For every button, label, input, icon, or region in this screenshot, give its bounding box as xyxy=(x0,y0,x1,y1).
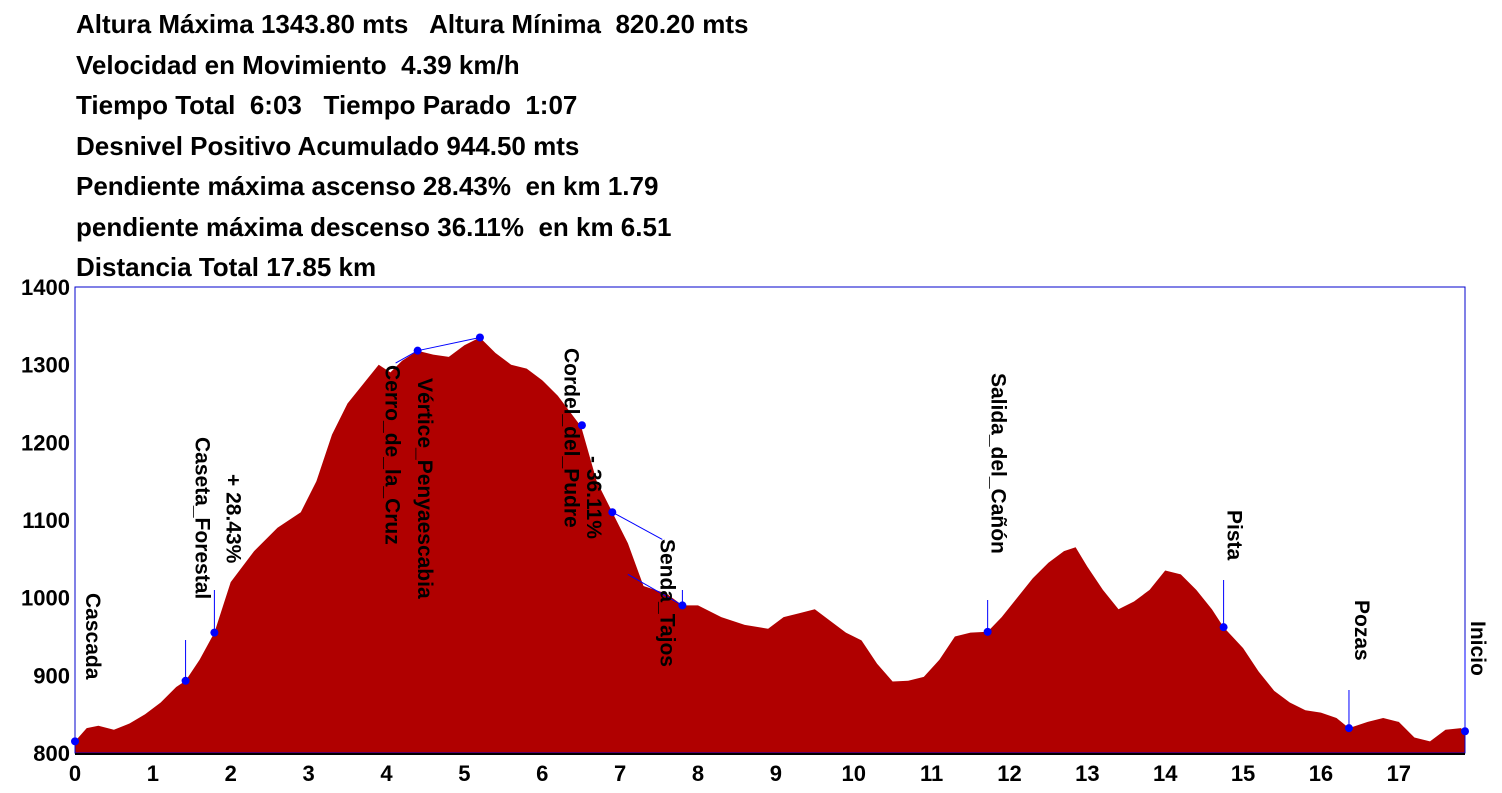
x-tick-label: 5 xyxy=(458,761,470,786)
stat-altitudes: Altura Máxima 1343.80 mts Altura Mínima … xyxy=(76,9,749,39)
waypoint-marker xyxy=(577,421,586,430)
waypoint-marker xyxy=(413,346,422,355)
x-tick-label: 3 xyxy=(302,761,314,786)
waypoint-marker xyxy=(1461,727,1469,736)
x-tick-label: 10 xyxy=(841,761,865,786)
waypoint-connector xyxy=(395,350,418,364)
waypoint-label: Senda_Tajos xyxy=(655,539,678,667)
stat-max-ascent-slope: Pendiente máxima ascenso 28.43% en km 1.… xyxy=(76,171,659,201)
x-tick-label: 12 xyxy=(997,761,1021,786)
waypoint-label: Vértice_Penyaescabia xyxy=(413,378,436,599)
waypoint-label: Caseta_Forestal xyxy=(191,437,214,599)
y-tick-label: 1300 xyxy=(21,353,70,378)
waypoint-label: Cordel_del_Pudre xyxy=(559,348,582,528)
x-tick-label: 9 xyxy=(770,761,782,786)
waypoint-label: Pista xyxy=(1223,510,1246,561)
x-tick-label: 1 xyxy=(147,761,159,786)
x-tick-label: 2 xyxy=(225,761,237,786)
waypoint-label: - 36.11% xyxy=(582,456,605,539)
x-tick-label: 15 xyxy=(1231,761,1255,786)
track-stats: Altura Máxima 1343.80 mts Altura Mínima … xyxy=(76,4,748,288)
waypoint-marker xyxy=(678,601,687,610)
waypoint-marker xyxy=(1219,623,1228,632)
waypoint-connector xyxy=(417,336,481,352)
y-tick-label: 800 xyxy=(33,741,70,766)
x-tick-label: 8 xyxy=(692,761,704,786)
waypoint-label: Salida_del_Cañón xyxy=(987,373,1010,554)
waypoint-label: Cascada xyxy=(81,593,104,680)
stat-elevation-gain: Desnivel Positivo Acumulado 944.50 mts xyxy=(76,130,580,161)
x-tick-label: 14 xyxy=(1153,761,1178,786)
waypoint-connector xyxy=(612,511,663,540)
stat-times: Tiempo Total 6:03 Tiempo Parado 1:07 xyxy=(76,90,578,120)
x-tick-label: 7 xyxy=(614,761,626,786)
elevation-area xyxy=(75,337,1465,753)
waypoint-marker xyxy=(1344,724,1353,733)
x-tick-label: 6 xyxy=(536,761,548,786)
x-tick-label: 4 xyxy=(380,761,393,786)
y-tick-label: 1100 xyxy=(22,508,70,533)
x-tick-label: 13 xyxy=(1075,761,1099,786)
x-tick-label: 16 xyxy=(1309,761,1333,786)
waypoint-marker xyxy=(210,628,219,637)
waypoint-marker xyxy=(181,676,190,685)
x-tick-label: 11 xyxy=(920,761,943,786)
y-tick-label: 1200 xyxy=(21,430,70,455)
x-tick-label: 0 xyxy=(69,761,81,786)
y-tick-label: 1400 xyxy=(21,275,70,300)
stat-moving-speed: Velocidad en Movimiento 4.39 km/h xyxy=(76,49,520,80)
waypoint-label: Inicio xyxy=(1466,621,1489,676)
waypoint-connector xyxy=(627,573,683,606)
x-tick-label: 17 xyxy=(1387,761,1411,786)
stat-total-distance: Distancia Total 17.85 km xyxy=(76,252,377,282)
waypoint-label: + 28.43% xyxy=(221,474,244,564)
waypoint-marker xyxy=(71,737,79,746)
waypoint-marker xyxy=(608,508,617,517)
waypoint-label: Pozas xyxy=(1350,600,1373,661)
waypoint-label: Cerro_de_la_Cruz xyxy=(381,365,404,545)
stat-max-descent-slope: pendiente máxima descenso 36.11% en km 6… xyxy=(76,211,672,242)
waypoint-marker xyxy=(475,333,484,342)
y-tick-label: 1000 xyxy=(21,586,70,611)
y-tick-label: 900 xyxy=(33,663,70,688)
waypoint-marker xyxy=(983,627,992,636)
